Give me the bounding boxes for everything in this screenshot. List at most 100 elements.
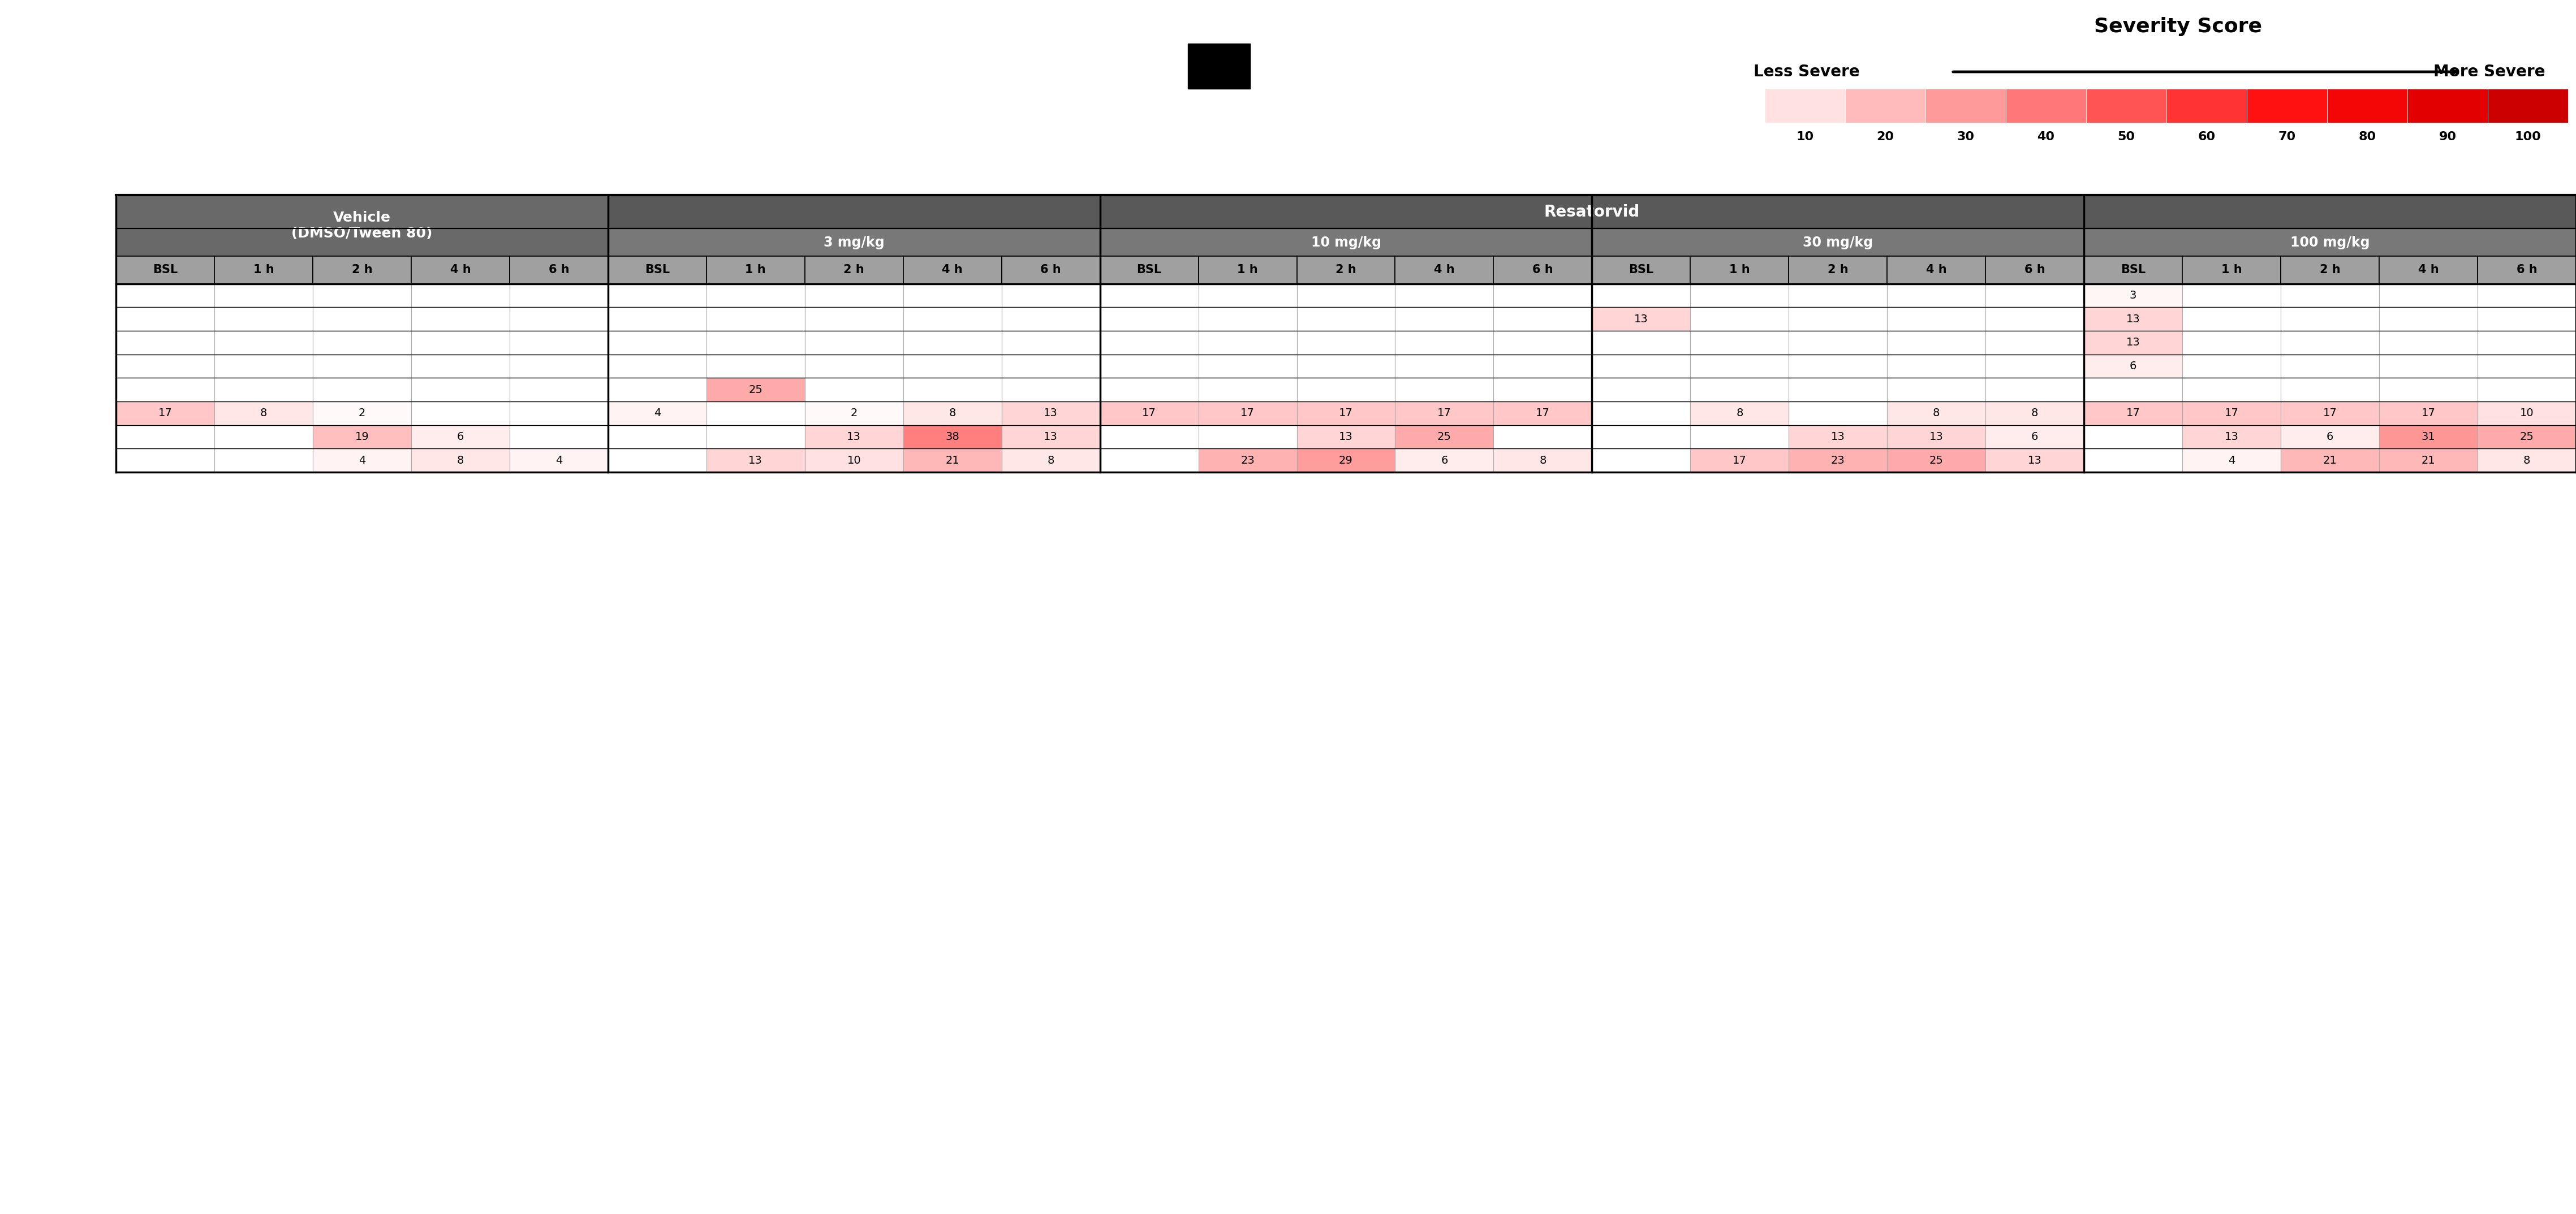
Bar: [2280, 425, 2380, 449]
Bar: [1592, 449, 1690, 472]
Bar: [312, 354, 412, 378]
Bar: [2084, 256, 2182, 284]
Bar: [510, 256, 608, 284]
Bar: [1002, 449, 1100, 472]
Text: 17: 17: [1437, 408, 1450, 419]
Text: 6: 6: [2326, 431, 2334, 442]
Bar: [1002, 354, 1100, 378]
Text: 38: 38: [945, 431, 958, 442]
Bar: [116, 425, 214, 449]
Bar: [1396, 449, 1494, 472]
Bar: [1396, 354, 1494, 378]
Bar: [904, 331, 1002, 354]
Bar: [1888, 378, 1986, 402]
Bar: [1788, 354, 1888, 378]
Bar: [1188, 44, 1249, 89]
Bar: [1765, 89, 1844, 123]
Bar: [510, 425, 608, 449]
Bar: [412, 402, 510, 425]
Bar: [412, 307, 510, 331]
Bar: [2380, 402, 2478, 425]
Bar: [1198, 331, 1296, 354]
Bar: [1888, 354, 1986, 378]
Bar: [1100, 449, 1198, 472]
Bar: [1002, 284, 1100, 307]
Text: 2 h: 2 h: [1826, 265, 1850, 276]
Bar: [706, 354, 804, 378]
Text: More Severe: More Severe: [2434, 64, 2545, 80]
Text: BSL: BSL: [644, 265, 670, 276]
Bar: [2280, 402, 2380, 425]
Bar: [1100, 256, 1198, 284]
Bar: [2478, 256, 2576, 284]
Bar: [1396, 402, 1494, 425]
Bar: [2182, 307, 2280, 331]
Bar: [1296, 402, 1396, 425]
Text: Less Severe: Less Severe: [1754, 64, 1860, 80]
Text: 8: 8: [456, 455, 464, 466]
Bar: [1396, 378, 1494, 402]
Bar: [214, 402, 312, 425]
Bar: [1986, 331, 2084, 354]
Bar: [1592, 425, 1690, 449]
Bar: [2084, 307, 2182, 331]
Text: 17: 17: [157, 408, 173, 419]
Bar: [1788, 256, 1888, 284]
Bar: [2380, 307, 2478, 331]
Bar: [214, 425, 312, 449]
Bar: [412, 425, 510, 449]
Bar: [1100, 425, 1198, 449]
Bar: [1788, 449, 1888, 472]
Bar: [1986, 402, 2084, 425]
Bar: [608, 228, 1100, 256]
Text: 10 mg/kg: 10 mg/kg: [1311, 236, 1381, 249]
Bar: [2380, 378, 2478, 402]
Bar: [412, 331, 510, 354]
Bar: [1788, 425, 1888, 449]
Text: 1 h: 1 h: [252, 265, 273, 276]
Text: BSL: BSL: [1136, 265, 1162, 276]
Bar: [608, 256, 706, 284]
Bar: [804, 425, 904, 449]
Text: 25: 25: [2519, 431, 2535, 442]
Text: 1 h: 1 h: [2221, 265, 2241, 276]
Text: 4: 4: [556, 455, 562, 466]
Text: 1 h: 1 h: [1728, 265, 1749, 276]
Bar: [2326, 89, 2409, 123]
Bar: [2280, 307, 2380, 331]
Bar: [706, 378, 804, 402]
Bar: [608, 354, 706, 378]
Bar: [706, 284, 804, 307]
Bar: [706, 307, 804, 331]
Bar: [2280, 256, 2380, 284]
Bar: [2182, 284, 2280, 307]
Text: 21: 21: [945, 455, 958, 466]
Text: 6: 6: [2130, 361, 2136, 371]
Bar: [1100, 228, 1592, 256]
Bar: [1494, 425, 1592, 449]
Bar: [2182, 256, 2280, 284]
Bar: [1592, 402, 1690, 425]
Bar: [1986, 256, 2084, 284]
Bar: [412, 449, 510, 472]
Bar: [1494, 449, 1592, 472]
Text: 17: 17: [1734, 455, 1747, 466]
Bar: [706, 331, 804, 354]
Text: 8: 8: [1932, 408, 1940, 419]
Bar: [312, 378, 412, 402]
Bar: [608, 307, 706, 331]
Bar: [2478, 284, 2576, 307]
Bar: [2246, 89, 2326, 123]
Text: 20: 20: [1875, 131, 1893, 142]
Bar: [1888, 449, 1986, 472]
Text: 6 h: 6 h: [1533, 265, 1553, 276]
Bar: [2084, 284, 2182, 307]
Text: 13: 13: [2125, 337, 2141, 348]
Bar: [1888, 307, 1986, 331]
Bar: [510, 307, 608, 331]
Bar: [2084, 354, 2182, 378]
Text: 4 h: 4 h: [1927, 265, 1947, 276]
Text: 19: 19: [355, 431, 368, 442]
Bar: [904, 354, 1002, 378]
Text: 60: 60: [2197, 131, 2215, 142]
